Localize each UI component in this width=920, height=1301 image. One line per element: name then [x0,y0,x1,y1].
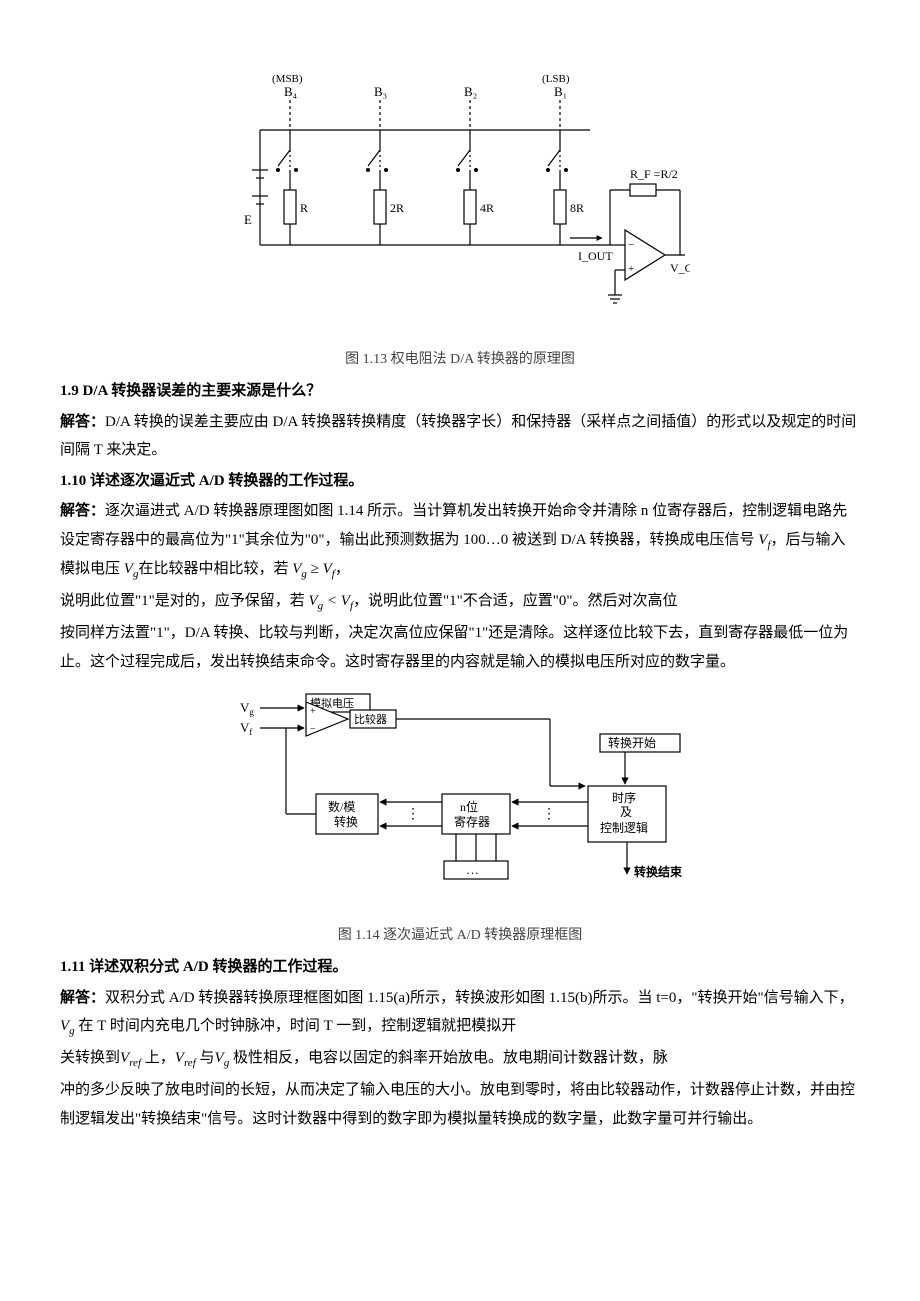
var-vg: Vg [124,561,139,577]
svg-text:8R: 8R [570,201,584,215]
figure-1-13-svg: (MSB)B₄B₃B₂(LSB)B₁ E R2R4R8R R_F =R/2 [230,70,690,330]
svg-text:n位: n位 [460,799,478,814]
svg-text:R: R [300,201,308,215]
svg-text:V_OUT: V_OUT [670,261,690,275]
p2-pre: 说明此位置"1"是对的，应予保留，若 [60,593,305,609]
section-1-11-p2: 关转换到Vref 上，Vref 与Vg 极性相反，电容以固定的斜率开始放电。放电… [60,1044,860,1074]
svg-text:−: − [310,724,316,735]
section-1-10-p2: 说明此位置"1"是对的，应予保留，若 Vg < Vf，说明此位置"1"不合适，应… [60,587,860,617]
svg-text:数/模: 数/模 [328,799,355,814]
svg-text:2R: 2R [390,201,404,215]
svg-text:4R: 4R [480,201,494,215]
section-1-9-answer-text: D/A 转换的误差主要应由 D/A 转换器转换精度（转换器字长）和保持器（采样点… [60,414,856,459]
figure-1-14-svg: Vg Vf 模拟电压 + − 比较器 转换开始 时序 [230,686,690,906]
svg-text:⋮: ⋮ [406,807,420,822]
svg-text:…: … [466,862,479,877]
figure-1-14-caption: 图 1.14 逐次逼近式 A/D 转换器原理框图 [60,923,860,950]
svg-text:I_OUT: I_OUT [578,249,613,263]
svg-text:及: 及 [620,805,632,819]
svg-text:R_F =R/2: R_F =R/2 [630,167,678,181]
var-vref2: Vref [175,1050,196,1066]
figure-1-14: Vg Vf 模拟电压 + − 比较器 转换开始 时序 [60,686,860,917]
p2d: 极性相反，电容以固定的斜率开始放电。放电期间计数器计数，脉 [229,1050,668,1066]
var-vg3: Vg [215,1050,230,1066]
p1-tail: ， [335,561,350,577]
svg-text:时序: 时序 [612,790,636,805]
answer-label: 解答： [60,990,105,1006]
var-vg2: Vg [60,1018,75,1034]
p1a: 双积分式 A/D 转换器转换原理框图如图 1.15(a)所示，转换波形如图 1.… [105,990,854,1006]
svg-text:转换开始: 转换开始 [608,735,656,750]
p1-mid2: 在比较器中相比较，若 [138,561,288,577]
p1b: 在 T 时间内充电几个时钟脉冲，时间 T 一到，控制逻辑就把模拟开 [75,1018,517,1034]
section-1-9-heading: 1.9 D/A 转换器误差的主要来源是什么？ [60,377,860,406]
section-1-11-p3: 冲的多少反映了放电时间的长短，从而决定了输入电压的大小。放电到零时，将由比较器动… [60,1076,860,1133]
svg-text:⋮: ⋮ [542,807,556,822]
p1-pre: 逐次逼进式 A/D 转换器原理图如图 1.14 所示。当计算机发出转换开始命令并… [60,503,847,548]
svg-text:B₂: B₂ [464,84,477,99]
svg-text:转换: 转换 [334,814,358,829]
cmp1: Vg ≥ Vf [292,561,335,577]
answer-label: 解答： [60,503,105,519]
section-1-11-p1: 解答：双积分式 A/D 转换器转换原理框图如图 1.15(a)所示，转换波形如图… [60,984,860,1042]
answer-label: 解答： [60,414,105,430]
svg-text:+: + [628,263,634,275]
p2c: 与 [196,1050,215,1066]
svg-text:比较器: 比较器 [354,712,387,726]
p2b: 上， [141,1050,175,1066]
var-vref1: Vref [120,1050,141,1066]
p2-tail: ，说明此位置"1"不合适，应置"0"。然后对次高位 [353,593,678,609]
section-1-9-answer: 解答：D/A 转换的误差主要应由 D/A 转换器转换精度（转换器字长）和保持器（… [60,408,860,465]
p2a: 关转换到 [60,1050,120,1066]
cmp2: Vg < Vf [309,593,354,609]
svg-text:Vf: Vf [240,720,252,737]
section-1-11-heading: 1.11 详述双积分式 A/D 转换器的工作过程。 [60,953,860,982]
figure-1-13: (MSB)B₄B₃B₂(LSB)B₁ E R2R4R8R R_F =R/2 [60,70,860,341]
svg-text:E: E [244,212,252,227]
svg-text:寄存器: 寄存器 [454,814,490,829]
svg-text:B₃: B₃ [374,84,387,99]
svg-text:B₄: B₄ [284,84,298,99]
svg-text:B₁: B₁ [554,84,567,99]
var-vf: Vf [758,532,770,548]
svg-text:控制逻辑: 控制逻辑 [600,821,648,835]
section-1-10-p1: 解答：逐次逼进式 A/D 转换器原理图如图 1.14 所示。当计算机发出转换开始… [60,497,860,585]
svg-text:−: − [628,239,634,251]
section-1-10-heading: 1.10 详述逐次逼近式 A/D 转换器的工作过程。 [60,467,860,496]
figure-1-13-caption: 图 1.13 权电阻法 D/A 转换器的原理图 [60,347,860,374]
svg-text:Vg: Vg [240,700,254,717]
svg-text:转换结束: 转换结束 [634,864,683,879]
section-1-10-p3: 按同样方法置"1"，D/A 转换、比较与判断，决定次高位应保留"1"还是清除。这… [60,619,860,676]
svg-text:+: + [310,706,316,717]
